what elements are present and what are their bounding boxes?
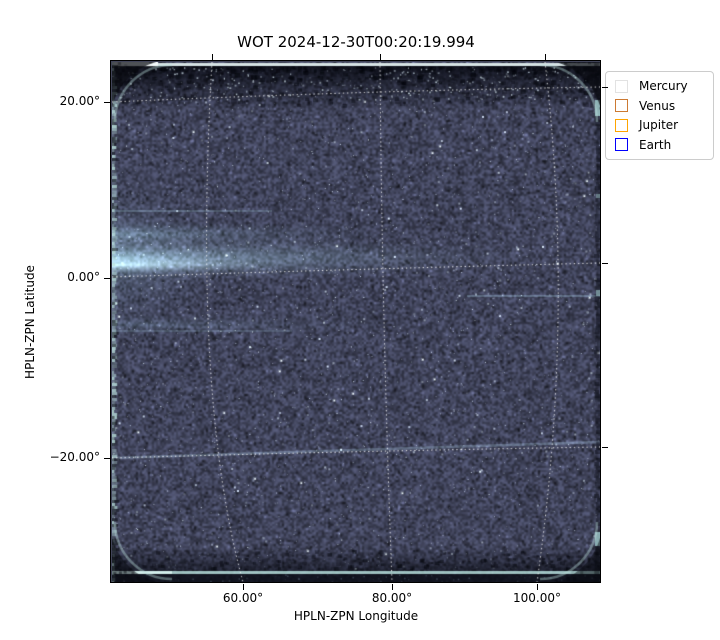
venus-marker-icon [615, 99, 628, 112]
x-tick-bottom [537, 584, 538, 590]
mercury-marker-icon [615, 79, 628, 93]
y-tick-right [602, 447, 608, 448]
x-axis-label: HPLN-ZPN Longitude [293, 609, 419, 623]
x-tick-label: 60.00° [222, 591, 264, 605]
legend-item-venus: Venus [615, 99, 705, 113]
legend-label: Earth [639, 137, 672, 152]
y-tick-label: 0.00° [67, 270, 100, 284]
y-tick-right [602, 87, 608, 88]
x-tick-label: 100.00° [513, 591, 561, 605]
x-tick-label: 80.00° [371, 591, 413, 605]
x-tick-top [545, 54, 546, 60]
legend-item-earth: Earth [615, 138, 705, 152]
x-tick-bottom [392, 584, 393, 590]
legend-item-jupiter: Jupiter [615, 118, 705, 132]
plot-title: WOT 2024-12-30T00:20:19.994 [237, 33, 475, 51]
legend-label: Mercury [639, 79, 688, 93]
x-tick-top [212, 54, 213, 60]
y-tick-right [602, 263, 608, 264]
y-tick-label: 20.00° [59, 94, 100, 108]
jupiter-marker-icon [615, 118, 628, 132]
y-tick-label: −20.00° [49, 450, 100, 464]
legend-item-mercury: Mercury [615, 79, 705, 93]
y-tick-left [104, 458, 110, 459]
earth-marker-icon [615, 138, 628, 151]
y-tick-left [104, 278, 110, 279]
x-tick-bottom [243, 584, 244, 590]
legend-label: Venus [639, 98, 676, 113]
sky-image [112, 62, 600, 582]
x-tick-top [380, 54, 381, 60]
y-tick-left [104, 102, 110, 103]
legend-label: Jupiter [639, 118, 679, 132]
legend: Mercury Venus Jupiter Earth [605, 71, 714, 160]
